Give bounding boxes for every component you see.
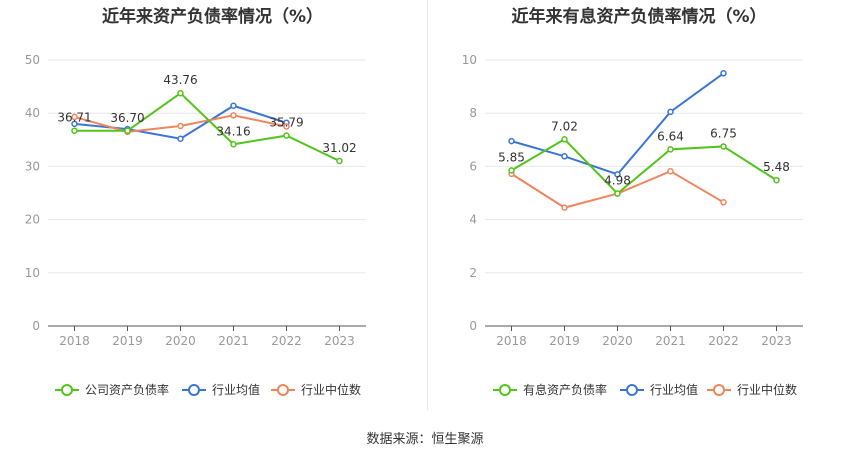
data-point (614, 190, 621, 197)
legend-label: 公司资产负债率 (85, 382, 169, 397)
data-point (667, 167, 674, 175)
data-label: 6.64 (657, 129, 684, 143)
legend-item: 行业均值 (182, 382, 260, 397)
data-point (177, 89, 184, 97)
legend-marker (713, 384, 725, 396)
legend-item: 有息资产负债率 (493, 382, 607, 397)
legend-label: 行业均值 (212, 382, 260, 397)
data-point (720, 199, 727, 206)
data-point (230, 141, 237, 148)
y-tick-label: 10 (462, 53, 477, 67)
data-label: 43.76 (163, 73, 197, 87)
data-point (561, 153, 568, 160)
y-tick-label: 8 (469, 106, 477, 120)
data-source-note: 数据来源：恒生聚源 (366, 432, 484, 447)
legend-marker (626, 384, 638, 396)
data-point (561, 204, 568, 211)
x-tick-label: 2023 (761, 334, 792, 348)
data-label: 7.02 (551, 119, 578, 133)
data-point (720, 70, 727, 77)
x-tick-label: 2020 (602, 334, 633, 348)
data-point (71, 120, 78, 128)
data-point (177, 135, 184, 142)
chart-svg: 0 10 20 30 40 50 2018 2019 2020 2021 2022 2023 36.71… (25, 53, 366, 397)
data-label: 36.70 (110, 111, 144, 125)
chart-panel-asset-liability: 近年来资产负债率情况（%） 0 10 20 30 40 50 2018 2019 2020 202… (0, 0, 425, 410)
chart-title: 近年来资产负债率情况（%） (101, 7, 324, 27)
chart-svg: 0 2 4 6 8 10 2018 2019 2020 2021 2022 2023 5.85 7.02 4… (462, 53, 803, 397)
legend-label: 行业中位数 (301, 382, 361, 397)
series-line (74, 104, 287, 140)
y-tick-label: 4 (469, 213, 477, 227)
x-tick-label: 2019 (549, 334, 580, 348)
x-tick-label: 2020 (165, 334, 196, 348)
data-point (71, 113, 78, 121)
y-tick-label: 30 (25, 159, 40, 173)
x-tick-label: 2021 (218, 334, 249, 348)
legend-item: 公司资产负债率 (55, 382, 169, 397)
data-point (283, 123, 290, 130)
data-point (508, 167, 515, 174)
x-tick-label: 2023 (324, 334, 355, 348)
data-point (230, 102, 237, 110)
x-tick-label: 2019 (112, 334, 143, 348)
x-tick-label: 2018 (496, 334, 527, 348)
y-tick-label: 50 (25, 53, 40, 67)
chart-title: 近年来有息资产负债率情况（%） (511, 7, 767, 27)
legend-marker (61, 384, 73, 396)
data-point (720, 143, 727, 150)
data-label: 5.85 (498, 150, 525, 164)
data-point (667, 108, 674, 116)
x-tick-label: 2021 (655, 334, 686, 348)
legend-marker (499, 384, 511, 396)
data-label: 36.71 (57, 111, 91, 125)
series-line (74, 91, 340, 162)
y-tick-label: 0 (469, 319, 477, 333)
legend-item: 行业均值 (620, 382, 698, 397)
data-label: 6.75 (710, 126, 737, 140)
data-point (230, 112, 237, 119)
y-tick-label: 40 (25, 106, 40, 120)
series-line (511, 72, 725, 176)
data-point (508, 137, 515, 145)
data-point (561, 136, 568, 143)
legend-item: 行业中位数 (271, 382, 361, 397)
y-tick-label: 6 (469, 159, 477, 173)
data-point (667, 146, 674, 153)
x-tick-label: 2022 (708, 334, 739, 348)
y-tick-label: 20 (25, 213, 40, 227)
x-tick-label: 2018 (59, 334, 90, 348)
y-tick-label: 0 (32, 319, 40, 333)
chart-panel-interest-bearing: 近年来有息资产负债率情况（%） 0 2 4 6 8 10 2018 2019 2020 2021 2… (428, 0, 850, 410)
data-point (283, 132, 290, 139)
data-label: 34.16 (216, 124, 250, 138)
data-label: 4.98 (604, 174, 631, 188)
panel-divider (427, 0, 428, 410)
legend-item: 行业中位数 (707, 382, 797, 397)
data-point (614, 171, 621, 178)
x-tick-label: 2022 (271, 334, 302, 348)
data-point (124, 127, 131, 135)
data-point (177, 122, 184, 130)
data-label: 5.48 (763, 160, 790, 174)
legend-label: 行业均值 (650, 382, 698, 397)
data-point (71, 127, 78, 134)
data-point (336, 157, 343, 165)
legend-label: 有息资产负债率 (523, 382, 607, 397)
y-tick-label: 10 (25, 266, 40, 280)
y-tick-label: 2 (469, 266, 477, 280)
data-point (773, 176, 780, 184)
data-label: 31.02 (322, 141, 356, 155)
legend-marker (277, 384, 289, 396)
legend-marker (188, 384, 200, 396)
legend-label: 行业中位数 (737, 382, 797, 397)
data-label: 35.79 (269, 116, 303, 130)
series-line (510, 138, 778, 195)
